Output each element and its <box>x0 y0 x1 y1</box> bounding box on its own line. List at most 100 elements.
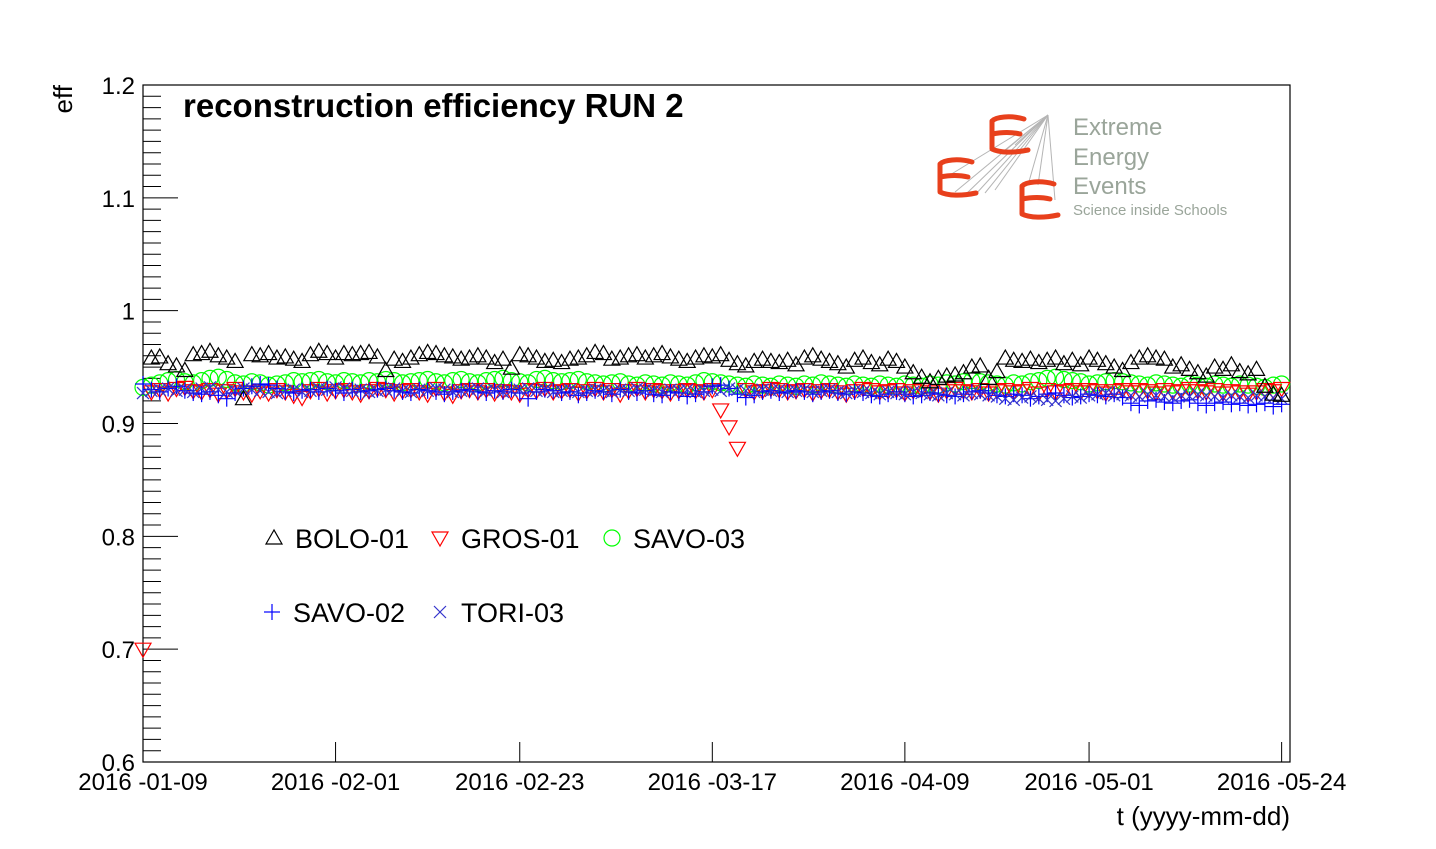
data-point <box>1106 386 1123 403</box>
data-point <box>344 381 361 398</box>
data-point <box>929 369 948 385</box>
data-point <box>276 347 295 364</box>
data-point <box>1038 383 1057 399</box>
data-point <box>862 383 881 399</box>
x-axis-title: t (yyyy-mm-dd) <box>1117 801 1290 831</box>
y-axis: 0.6 0.7 0.8 0.9 1 1.1 1.2 <box>102 73 178 777</box>
chart-title: reconstruction efficiency RUN 2 <box>183 87 684 124</box>
legend-marker <box>264 604 280 620</box>
data-point <box>797 383 811 397</box>
data-point <box>1131 397 1148 414</box>
data-point <box>990 389 1004 403</box>
data-point <box>1247 360 1266 376</box>
data-point <box>563 383 577 397</box>
data-point <box>1122 374 1140 392</box>
data-point <box>192 344 211 361</box>
y-tick-label: 0.9 <box>102 412 135 439</box>
data-point <box>319 380 336 397</box>
x-tick-label: 2016 -02-01 <box>271 769 400 796</box>
data-point <box>1088 384 1107 400</box>
data-point <box>1272 386 1291 402</box>
data-point <box>1248 396 1265 413</box>
data-point <box>150 383 169 399</box>
data-point <box>217 348 236 365</box>
data-point <box>955 386 972 403</box>
data-point <box>1264 384 1283 401</box>
data-point <box>1180 360 1199 376</box>
data-point <box>1054 354 1073 371</box>
data-point <box>1230 362 1249 379</box>
logo-e-letter <box>989 114 1031 155</box>
data-point <box>176 382 193 399</box>
data-point <box>1222 355 1241 372</box>
data-point <box>304 384 317 398</box>
data-point <box>1206 395 1223 412</box>
data-point <box>694 346 713 363</box>
data-point <box>1132 389 1146 403</box>
data-point <box>1213 360 1233 376</box>
data-point <box>1172 355 1191 372</box>
data-point <box>795 348 814 365</box>
data-point <box>895 357 914 374</box>
data-point <box>320 383 334 397</box>
legend-label: GROS-01 <box>461 524 580 554</box>
data-point <box>560 349 580 366</box>
data-point <box>931 388 945 402</box>
data-point <box>1064 389 1081 406</box>
data-point <box>569 348 588 365</box>
data-point <box>1063 383 1082 399</box>
data-point <box>301 345 320 362</box>
data-point <box>251 346 270 363</box>
legend-label: SAVO-02 <box>293 598 405 628</box>
data-point <box>227 385 244 402</box>
data-point <box>862 353 881 370</box>
data-point <box>987 362 1007 379</box>
data-point <box>611 348 630 365</box>
data-point <box>680 383 694 397</box>
data-point <box>1223 396 1240 413</box>
data-point <box>1138 346 1157 363</box>
data-point <box>938 387 955 404</box>
data-point <box>1113 361 1132 378</box>
data-point <box>360 343 379 360</box>
y-tick-label: 0.7 <box>102 637 135 664</box>
data-point <box>493 349 513 366</box>
data-point <box>753 349 772 366</box>
data-point <box>996 383 1015 399</box>
data-point <box>746 387 763 404</box>
data-point <box>577 384 596 400</box>
x-tick-label: 2016 -05-01 <box>1024 769 1153 796</box>
data-point <box>421 384 435 398</box>
data-point <box>594 344 613 361</box>
logo-line-1: Extreme <box>1073 114 1162 141</box>
data-point <box>211 383 225 397</box>
data-point <box>1155 349 1174 366</box>
data-point <box>655 385 669 399</box>
data-point <box>1147 374 1165 392</box>
data-point <box>1205 357 1224 374</box>
data-point <box>544 351 563 367</box>
data-point <box>410 345 429 362</box>
y-tick-label: 1 <box>122 299 135 326</box>
data-point <box>184 345 203 362</box>
data-point <box>1096 354 1115 371</box>
legend-item-bolo-01: BOLO-01 <box>264 524 409 554</box>
data-point <box>538 383 552 397</box>
data-point <box>426 381 446 398</box>
x-tick-label: 2016 -01-09 <box>78 769 207 796</box>
data-point <box>686 348 705 365</box>
data-point <box>644 346 663 363</box>
data-point <box>1014 387 1031 404</box>
data-point <box>385 349 404 366</box>
data-point <box>1239 364 1258 381</box>
logo-tagline: Science inside Schools <box>1073 202 1227 219</box>
data-point <box>1074 391 1088 404</box>
data-point <box>150 347 169 364</box>
data-point <box>904 363 923 380</box>
legend: BOLO-01 GROS-01 SAVO-03 SAVO-02 TORI-03 <box>264 524 745 628</box>
data-point <box>1049 394 1063 408</box>
data-point <box>912 368 931 384</box>
data-point <box>167 356 186 373</box>
data-point <box>1024 389 1037 403</box>
y-tick-label: 0.8 <box>102 524 135 551</box>
